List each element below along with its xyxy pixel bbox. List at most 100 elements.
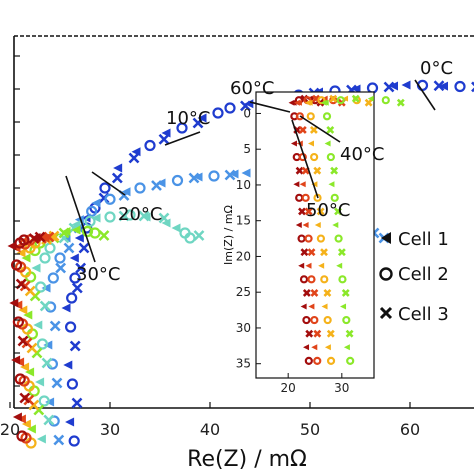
data-point-0c: [61, 303, 71, 313]
inset-point: [306, 112, 315, 121]
inset-point: [300, 303, 307, 310]
data-point-0c: [111, 172, 123, 184]
inset-point: [307, 275, 316, 284]
data-point-0c: [66, 292, 78, 304]
data-point-20c: [184, 232, 196, 244]
inset-point: [351, 94, 360, 103]
series-60c: [7, 231, 46, 442]
data-point-30c: [61, 227, 71, 236]
data-point-20c: [33, 320, 43, 330]
inset-y-axis-title: Im(Z) / mΩ: [222, 205, 235, 265]
inset-point: [295, 166, 304, 175]
inset-point: [341, 288, 350, 297]
inset-point: [320, 248, 328, 257]
data-point-0c: [63, 360, 73, 370]
inset-point: [326, 356, 336, 365]
data-point-30c: [71, 225, 81, 235]
data-point-0c: [99, 182, 111, 194]
inset-point: [326, 125, 335, 134]
data-point-0c: [212, 107, 224, 119]
inset-point: [381, 96, 390, 105]
data-point-10c: [134, 182, 146, 194]
inset-point: [364, 98, 373, 107]
legend-cell-1: Cell 1: [398, 229, 449, 250]
inset-point: [326, 329, 335, 338]
inset-y-tick-label: 5: [243, 142, 251, 156]
data-point-20c: [161, 218, 171, 228]
x-axis-ticks: 2030405060708090100: [0, 55, 420, 439]
inset-point: [295, 221, 302, 228]
inset-point: [324, 344, 331, 351]
inset-point: [334, 234, 343, 243]
inset-x-tick-label: 20: [281, 381, 296, 395]
inset-point: [322, 112, 332, 121]
data-point-10c: [104, 193, 116, 205]
data-point-0c: [69, 253, 79, 263]
data-point-60c: [12, 316, 24, 328]
data-point-0c: [197, 113, 207, 123]
data-point-20c: [141, 212, 151, 222]
data-point-20c: [84, 215, 96, 227]
data-point-30c: [23, 310, 33, 320]
inset-point: [324, 140, 331, 147]
data-point-0c: [224, 102, 236, 114]
data-point-20c: [124, 209, 136, 221]
inset-series-1: [293, 94, 346, 365]
series-0c: [61, 79, 474, 447]
data-point-60c: [9, 298, 19, 308]
data-point-60c: [11, 355, 21, 365]
inset-point: [321, 303, 328, 310]
inset-point: [305, 329, 314, 338]
data-point-0c: [366, 82, 379, 94]
inset-point: [302, 315, 311, 325]
data-point-30c: [89, 227, 101, 239]
data-point-30c: [21, 253, 31, 263]
data-point-10c: [241, 168, 251, 178]
data-point-0c: [68, 435, 80, 447]
inset-point: [323, 288, 332, 297]
legend-cross-marker: [379, 306, 393, 320]
data-point-20c: [91, 213, 101, 223]
data-point-40c: [20, 362, 30, 372]
data-point-0c: [71, 282, 83, 294]
inset-x-tick-label: 30: [334, 381, 349, 395]
data-point-20c: [104, 211, 116, 223]
inset-y-tick-label: 25: [236, 285, 251, 299]
inset-point: [330, 193, 339, 202]
data-point-20c: [39, 300, 51, 312]
data-point-0c: [131, 147, 141, 157]
x-axis-title: Re(Z) / mΩ: [187, 447, 307, 472]
data-point-0c: [69, 272, 81, 284]
inset-point: [334, 207, 342, 216]
legend: Cell 1 Cell 2 Cell 3: [379, 229, 449, 325]
x-tick-label: 30: [100, 420, 120, 439]
inset-point: [396, 98, 405, 107]
data-point-0c: [401, 80, 411, 90]
inset-point: [345, 329, 354, 338]
inset-point: [313, 329, 322, 338]
data-point-0c: [161, 128, 171, 138]
inset-point: [332, 221, 339, 228]
label-40c: 40°C: [340, 144, 384, 165]
inset-data-points: [288, 94, 405, 365]
inset-point: [300, 248, 309, 257]
inset-point: [295, 99, 302, 106]
inset-point: [337, 248, 346, 257]
data-point-10c: [53, 434, 65, 446]
inset-y-ticks: 0 5 10 15 20 25 30 35: [236, 106, 261, 371]
inset-point: [313, 166, 322, 175]
x-tick-label: 50: [300, 420, 320, 439]
inset-point: [320, 275, 329, 284]
inset-y-tick-label: 20: [236, 249, 251, 263]
inset-y-tick-label: 10: [236, 178, 251, 192]
data-point-0c: [176, 122, 188, 134]
data-point-40c: [18, 305, 28, 315]
inset-point: [305, 262, 312, 269]
inset-point: [311, 344, 318, 351]
data-point-10c: [63, 242, 75, 254]
data-point-0c: [64, 321, 77, 333]
inset-point: [304, 356, 313, 365]
label-10c: 10°C: [166, 108, 210, 129]
data-point-0c: [158, 133, 170, 145]
data-point-20c: [31, 263, 41, 273]
